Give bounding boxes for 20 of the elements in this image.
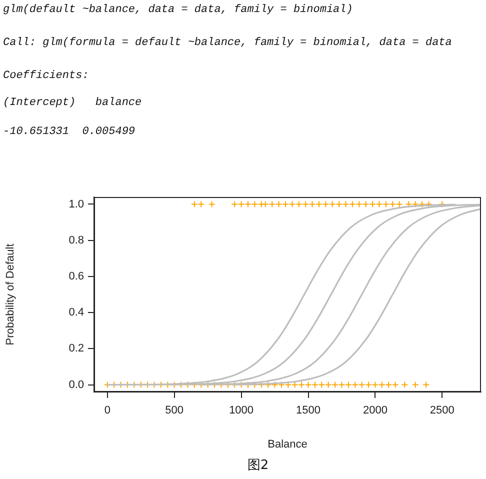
y-axis-title: Probability of Default bbox=[4, 244, 17, 346]
x-tick-label: 0 bbox=[104, 404, 110, 417]
y-tick-label: 0.2 bbox=[68, 342, 84, 355]
x-tick-label: 2000 bbox=[362, 404, 388, 417]
y-tick-label: 0.6 bbox=[68, 270, 84, 282]
x-tick-label: 1000 bbox=[229, 404, 254, 417]
text: glm(default ~balance, data = data, family = binomial) bbox=[3, 4, 353, 16]
text: Call: glm(formula = default ~balance, family = binomial, data = data bbox=[3, 37, 452, 49]
y-tick-label: 1.0 bbox=[68, 198, 84, 210]
x-tick-label: 2500 bbox=[430, 404, 454, 417]
y-tick-label: 0.4 bbox=[68, 306, 84, 319]
x-tick-label: 1500 bbox=[296, 404, 320, 417]
text: (Intercept) balance bbox=[3, 97, 142, 109]
text: Coefficients: bbox=[3, 70, 89, 82]
y-tick-label: 0.8 bbox=[68, 234, 84, 246]
x-axis-title: Balance bbox=[268, 438, 308, 450]
caption: 图2 bbox=[246, 457, 270, 474]
x-tick-label: 500 bbox=[165, 404, 184, 417]
text: -10.651331 0.005499 bbox=[3, 126, 136, 138]
y-tick-label: 0.0 bbox=[68, 378, 84, 391]
